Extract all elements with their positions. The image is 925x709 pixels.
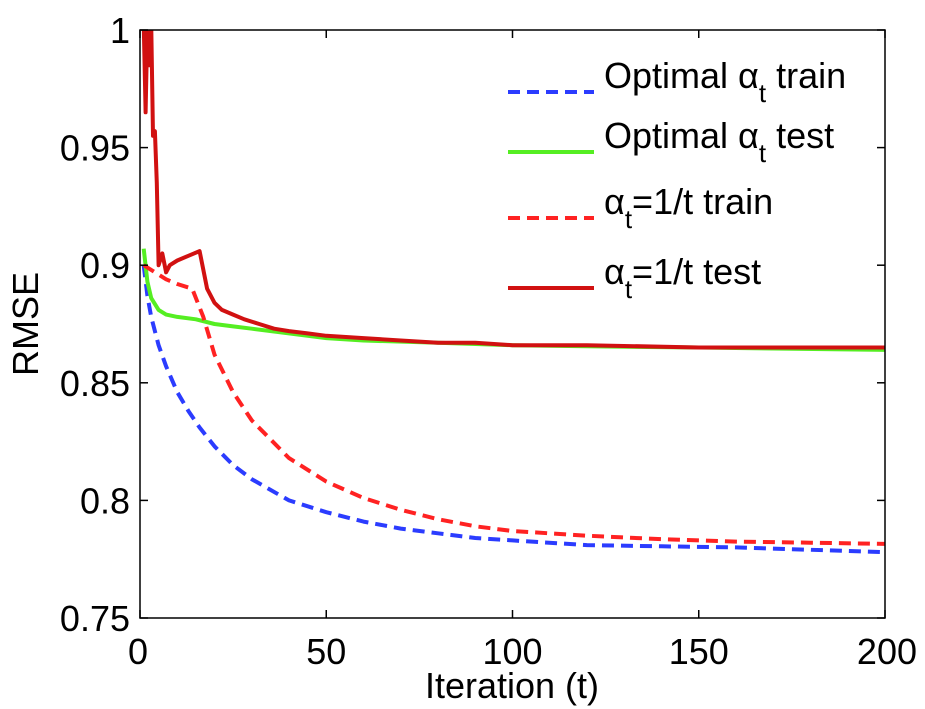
legend-label-4: αt=1/t test (604, 251, 761, 304)
y-tick-label: 0.9 (80, 245, 130, 286)
x-tick-label: 100 (482, 631, 542, 672)
ticks-layer: 0 50 100 150 200 0.75 0.8 0.85 0.9 0.95 1 (60, 10, 917, 672)
y-tick-label: 0.75 (60, 598, 130, 639)
y-tick-label: 0.8 (80, 480, 130, 521)
y-tick-label: 0.85 (60, 363, 130, 404)
x-tick-label: 150 (669, 631, 729, 672)
legend-label-2: Optimal αt test (604, 115, 834, 168)
legend-label-1: Optimal αt train (604, 55, 846, 108)
x-axis-title: Iteration (t) (425, 665, 599, 706)
legend: Optimal αt train Optimal αt test αt=1/t tr… (508, 55, 846, 304)
series-line-4 (141, 30, 885, 350)
series-layer (141, 30, 885, 555)
x-tick-label: 0 (128, 631, 148, 672)
x-tick-label: 50 (306, 631, 346, 672)
y-tick-label: 0.95 (60, 128, 130, 169)
legend-label-3: αt=1/t train (604, 181, 773, 234)
y-tick-label: 1 (110, 10, 130, 51)
y-axis-title: RMSE (5, 272, 46, 376)
series-line-1 (141, 264, 885, 555)
x-tick-label: 200 (857, 631, 917, 672)
series-line-3 (142, 263, 885, 546)
